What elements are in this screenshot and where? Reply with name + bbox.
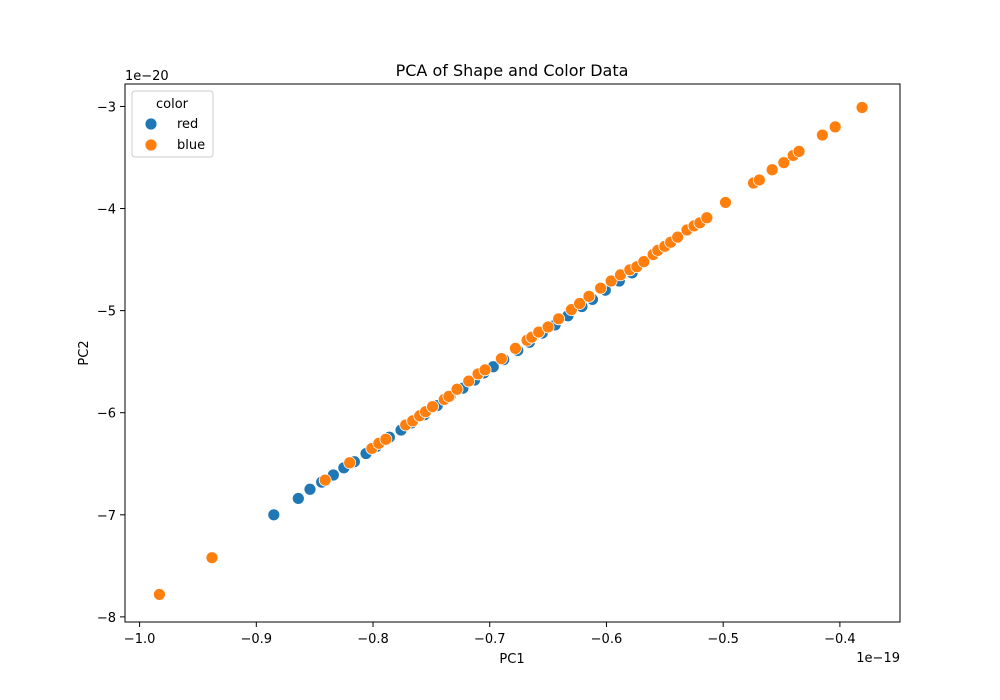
point-blue	[318, 473, 332, 487]
y-axis-multiplier: 1e−20	[125, 69, 169, 84]
legend-title: color	[156, 97, 189, 112]
x-axis: −1.0 −0.9 −0.8 −0.7 −0.6 −0.5 −0.4 PC1 1e−19	[124, 622, 900, 667]
point-blue	[594, 281, 608, 295]
y-tick-label: −8	[97, 611, 116, 626]
x-tick-label: −0.6	[591, 632, 623, 647]
legend-label-red: red	[177, 117, 198, 132]
plot-frame	[124, 83, 901, 623]
point-blue	[462, 374, 476, 388]
point-blue	[426, 400, 439, 413]
point-blue	[343, 456, 357, 470]
legend-marker-red	[144, 117, 158, 131]
point-blue	[777, 156, 791, 170]
point-blue	[792, 144, 806, 158]
x-tick-label: −0.8	[357, 632, 389, 647]
x-tick-label: −0.7	[474, 632, 506, 647]
point-blue	[205, 551, 219, 565]
point-red	[303, 482, 317, 496]
chart-title: PCA of Shape and Color Data	[396, 61, 629, 80]
point-blue	[719, 196, 732, 209]
point-blue	[509, 342, 522, 355]
point-blue	[478, 363, 492, 377]
point-red	[267, 508, 281, 522]
y-tick-label: −3	[97, 100, 116, 115]
point-blue	[815, 128, 829, 142]
point-blue	[752, 173, 766, 187]
point-blue	[700, 211, 714, 225]
legend-marker-blue	[144, 138, 158, 152]
y-tick-label: −7	[97, 509, 116, 524]
scatter-points	[153, 101, 869, 601]
point-blue	[855, 101, 869, 114]
legend-label-blue: blue	[177, 138, 205, 153]
legend: color red blue	[131, 90, 214, 158]
x-tick-label: −0.4	[824, 632, 856, 647]
point-blue	[604, 274, 618, 288]
point-blue	[573, 297, 587, 310]
y-axis-label: PC2	[77, 340, 92, 365]
point-blue	[153, 588, 166, 601]
x-tick-label: −1.0	[124, 632, 156, 647]
point-blue	[671, 230, 685, 244]
point-blue	[541, 320, 555, 334]
y-tick-label: −5	[97, 305, 116, 320]
point-blue	[582, 289, 596, 303]
point-blue	[637, 255, 651, 269]
y-tick-label: −6	[97, 407, 116, 422]
point-red	[291, 492, 305, 505]
point-blue	[765, 163, 779, 177]
x-tick-label: −0.9	[241, 632, 273, 647]
y-axis: −8 −7 −6 −5 −4 −3 PC2 1e−20	[77, 69, 169, 626]
point-blue	[442, 389, 456, 403]
x-tick-label: −0.5	[707, 632, 739, 647]
point-blue	[450, 382, 464, 396]
point-blue	[379, 432, 393, 446]
x-axis-label: PC1	[499, 652, 524, 667]
point-blue	[828, 120, 842, 134]
y-tick-label: −4	[97, 203, 116, 218]
point-blue	[552, 312, 566, 326]
x-axis-multiplier: 1e−19	[856, 651, 900, 666]
point-blue	[495, 352, 508, 366]
